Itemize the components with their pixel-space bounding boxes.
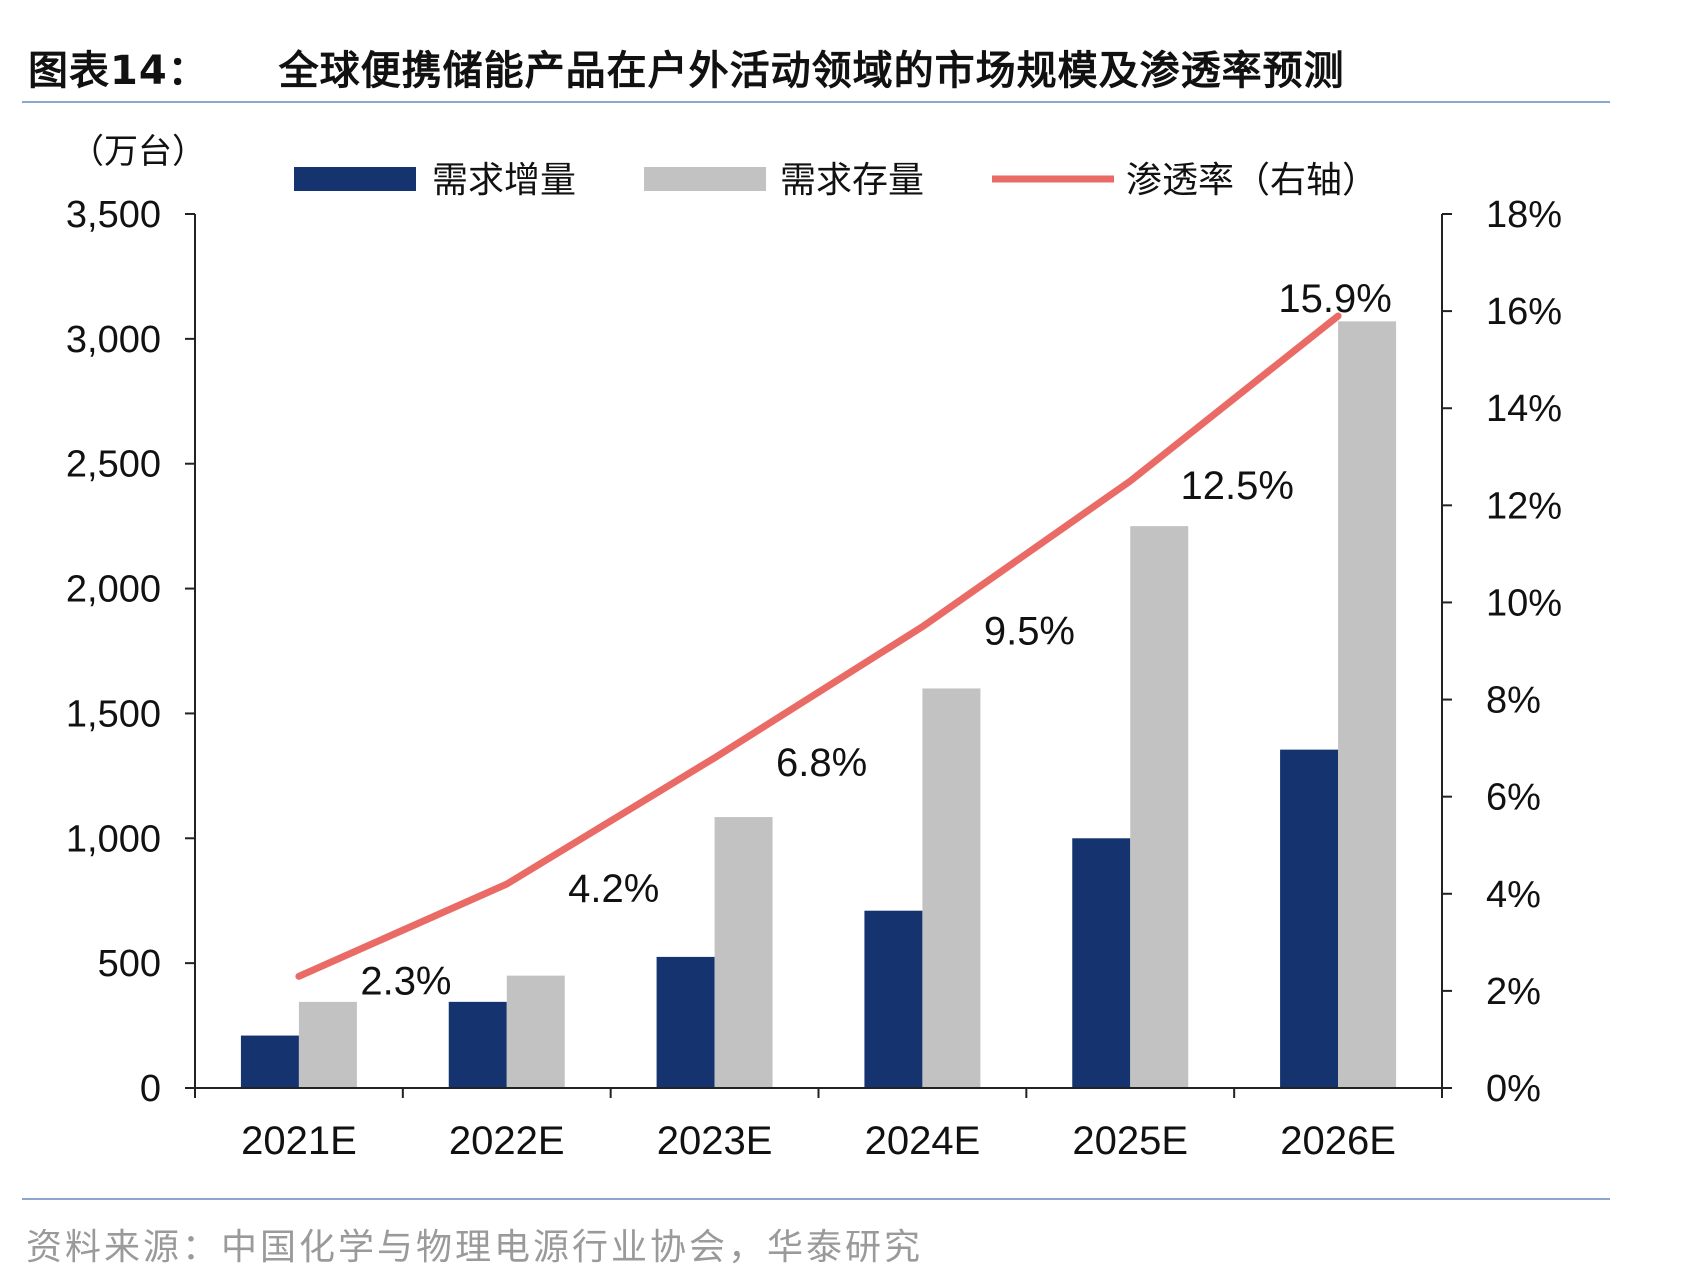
bar-demand-increment: [448, 1001, 507, 1088]
legend-label: 渗透率（右轴）: [1126, 160, 1378, 201]
bar-demand-increment: [656, 956, 715, 1088]
right-axis-tick-label: 10%: [1486, 582, 1562, 624]
right-axis-tick-label: 0%: [1486, 1068, 1541, 1110]
bar-group: [240, 321, 1397, 1088]
left-axis-tick-label: 1,000: [66, 818, 161, 860]
x-axis-tick-label: 2025E: [1072, 1119, 1188, 1163]
left-axis-tick-label: 1,500: [66, 693, 161, 735]
right-axis-tick-label: 8%: [1486, 680, 1541, 722]
right-axis-tick-label: 18%: [1486, 194, 1562, 236]
penetration-rate-data-label: 9.5%: [984, 610, 1075, 654]
x-axis-tick-label: 2026E: [1280, 1119, 1396, 1163]
x-axis-tick-label: 2023E: [657, 1119, 773, 1163]
right-axis-tick-label: 16%: [1486, 291, 1562, 333]
bar-demand-stock: [714, 817, 773, 1088]
legend-item-demand-stock: 需求存量: [644, 160, 924, 201]
x-axis-tick-label: 2024E: [865, 1119, 981, 1163]
left-axis-tick-label: 500: [98, 943, 161, 985]
bar-demand-increment: [1280, 749, 1339, 1088]
left-axis-tick-label: 3,000: [66, 319, 161, 361]
right-axis-tick-label: 14%: [1486, 388, 1562, 430]
penetration-rate-data-label: 2.3%: [360, 959, 451, 1003]
left-axis-tick-label: 0: [140, 1068, 161, 1110]
legend-item-penetration-rate: 渗透率（右轴）: [992, 160, 1378, 201]
penetration-rate-data-label: 6.8%: [776, 741, 867, 785]
bar-demand-increment: [864, 910, 923, 1088]
right-axis-tick-label: 2%: [1486, 971, 1541, 1013]
legend-item-demand-increment: 需求增量: [294, 160, 576, 201]
bar-demand-stock: [506, 975, 565, 1088]
title-prefix: 图表14：: [28, 48, 209, 94]
right-axis-tick-label: 6%: [1486, 777, 1541, 819]
bar-demand-stock: [922, 688, 981, 1088]
left-axis-tick-label: 3,500: [66, 194, 161, 236]
legend-swatch: [294, 167, 416, 191]
bar-demand-increment: [240, 1035, 299, 1088]
penetration-rate-data-label: 12.5%: [1181, 464, 1294, 508]
bar-demand-stock: [1130, 526, 1189, 1088]
source-note: 资料来源：中国化学与物理电源行业协会，华泰研究: [26, 1227, 924, 1268]
x-axis-tick-label: 2022E: [449, 1119, 565, 1163]
bar-demand-increment: [1072, 838, 1131, 1088]
axes: 0 500 1,000 1,500 2,000 2,500 3,000 3,500 0% 2% 4%…: [66, 194, 1562, 1163]
legend-label: 需求增量: [432, 160, 576, 201]
legend-swatch: [644, 167, 766, 191]
penetration-rate-line: [295, 312, 1342, 980]
title-text: 全球便携储能产品在户外活动领域的市场规模及渗透率预测: [278, 48, 1345, 94]
penetration-rate-data-label: 15.9%: [1278, 277, 1391, 321]
bar-demand-stock: [298, 1001, 357, 1088]
right-axis-tick-label: 12%: [1486, 485, 1562, 527]
penetration-rate-data-label: 4.2%: [568, 867, 659, 911]
chart: （万台） 需求增量 需求存量 渗透率（右轴） 2.3% 4.2% 6.8% 9.5% 12.…: [66, 132, 1562, 1163]
legend: 需求增量 需求存量 渗透率（右轴）: [294, 160, 1378, 201]
source-rule: [22, 1198, 1610, 1200]
x-axis-tick-label: 2021E: [241, 1119, 357, 1163]
bar-demand-stock: [1338, 321, 1397, 1088]
left-axis-tick-label: 2,500: [66, 444, 161, 486]
rate-line-group: 2.3% 4.2% 6.8% 9.5% 12.5% 15.9%: [295, 277, 1392, 1003]
legend-label: 需求存量: [780, 160, 924, 201]
title-rule: [22, 101, 1610, 103]
chart-title: 图表14： 全球便携储能产品在户外活动领域的市场规模及渗透率预测: [28, 38, 1345, 96]
right-axis-tick-label: 4%: [1486, 874, 1541, 916]
y-axis-unit-label: （万台）: [70, 132, 206, 172]
left-axis-tick-label: 2,000: [66, 569, 161, 611]
